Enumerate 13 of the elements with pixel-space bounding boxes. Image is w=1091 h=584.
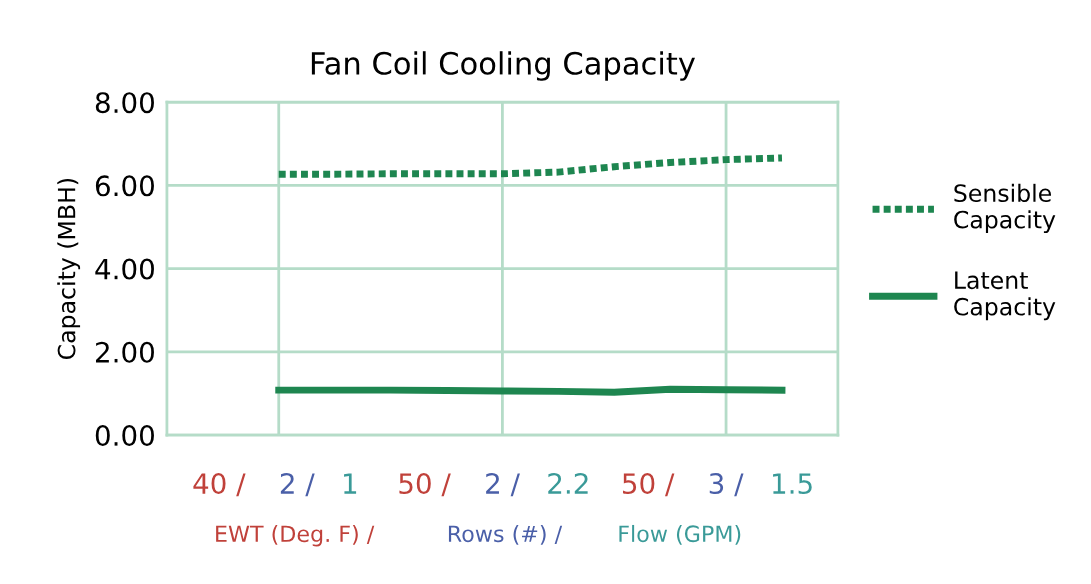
category-label: 50 / 3 / 1.5 [623, 473, 812, 497]
category-label: 40 / 2 / 1 [193, 473, 357, 497]
y-tick-label: 2.00 [96, 341, 154, 363]
y-tick-label: 4.00 [95, 258, 154, 280]
category-label: 50 / 2 / 2.2 [399, 473, 588, 497]
text: EWT (Deg. F) / Rows (#) / Flow (GPM) [216, 524, 741, 547]
y-axis-title: Capacity (MBH) [57, 178, 81, 360]
y-tick-label: 0.00 [95, 425, 154, 447]
y-tick-label: 6.00 [95, 175, 154, 197]
legend-label: Sensible Capacity [954, 183, 1056, 234]
legend-label: Latent Capacity [954, 271, 1056, 321]
chart-title: Fan Coil Cooling Capacity [311, 51, 695, 81]
y-tick-label: 8.00 [95, 92, 154, 114]
